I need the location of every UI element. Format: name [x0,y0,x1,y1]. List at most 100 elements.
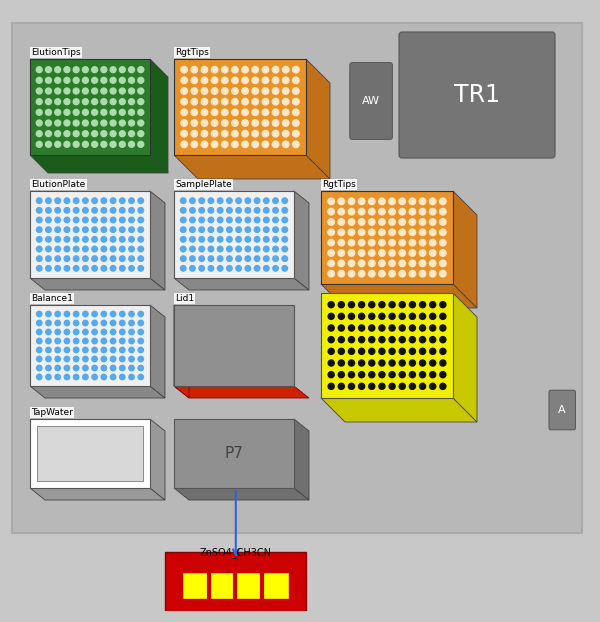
Circle shape [368,208,375,215]
Circle shape [128,141,134,147]
Circle shape [36,141,42,147]
Circle shape [73,356,79,362]
Circle shape [101,208,107,213]
Circle shape [293,141,299,147]
Polygon shape [174,305,189,398]
Circle shape [191,120,197,126]
Circle shape [359,371,365,378]
Circle shape [181,98,187,105]
Circle shape [101,365,107,371]
Circle shape [252,120,259,126]
Circle shape [191,109,197,116]
Circle shape [328,383,334,389]
Circle shape [191,98,197,105]
Circle shape [211,88,218,95]
Circle shape [46,266,51,271]
Circle shape [272,109,279,116]
Circle shape [46,236,51,242]
Circle shape [232,88,238,95]
Circle shape [358,219,365,225]
Text: AW: AW [362,96,380,106]
Circle shape [221,131,228,137]
Circle shape [37,338,42,344]
Circle shape [221,77,228,83]
Text: A: A [559,405,566,415]
Circle shape [379,219,385,225]
Polygon shape [150,419,165,500]
Circle shape [399,348,405,355]
Circle shape [129,256,134,261]
FancyBboxPatch shape [549,390,575,430]
Circle shape [36,131,42,137]
Circle shape [409,250,416,256]
Circle shape [252,67,259,73]
Polygon shape [306,59,330,179]
Circle shape [409,383,415,389]
Circle shape [119,198,125,203]
Circle shape [293,77,299,83]
Circle shape [254,266,260,271]
Circle shape [181,109,187,116]
Circle shape [409,229,416,236]
Circle shape [358,239,365,246]
Circle shape [110,131,116,137]
Circle shape [328,360,334,366]
Circle shape [430,313,436,319]
Circle shape [262,67,269,73]
Circle shape [55,347,61,353]
Circle shape [419,219,426,225]
Circle shape [328,219,334,225]
Circle shape [328,250,334,256]
Circle shape [101,217,107,223]
Circle shape [73,311,79,317]
Circle shape [389,271,395,277]
Circle shape [369,383,375,389]
Circle shape [419,313,425,319]
Circle shape [263,198,269,203]
Circle shape [349,325,355,331]
Circle shape [419,229,426,236]
Circle shape [254,246,260,252]
Circle shape [101,227,107,233]
Circle shape [348,271,355,277]
Polygon shape [30,278,165,290]
Circle shape [348,219,355,225]
Circle shape [46,99,52,104]
Circle shape [368,250,375,256]
Circle shape [208,236,214,242]
Circle shape [440,250,446,256]
Circle shape [262,77,269,83]
Circle shape [252,88,259,95]
Circle shape [138,131,144,137]
Circle shape [440,313,446,319]
Circle shape [201,109,208,116]
Circle shape [64,347,70,353]
Text: RgtTips: RgtTips [322,180,356,188]
Circle shape [46,217,51,223]
Circle shape [338,208,344,215]
Circle shape [236,236,241,242]
Circle shape [242,141,248,147]
Circle shape [273,208,278,213]
Circle shape [36,99,42,104]
Circle shape [92,329,97,335]
Circle shape [110,208,116,213]
Circle shape [83,347,88,353]
Circle shape [101,67,107,73]
Circle shape [46,120,52,126]
Circle shape [64,374,70,379]
Circle shape [64,198,70,203]
Circle shape [273,227,278,233]
Circle shape [101,120,107,126]
Circle shape [272,88,279,95]
Circle shape [46,67,52,73]
Circle shape [283,77,289,83]
Circle shape [73,365,79,371]
Circle shape [419,337,425,343]
Polygon shape [174,155,330,179]
Circle shape [55,131,61,137]
Circle shape [83,198,88,203]
Circle shape [245,236,251,242]
Circle shape [254,217,260,223]
Circle shape [369,302,375,308]
